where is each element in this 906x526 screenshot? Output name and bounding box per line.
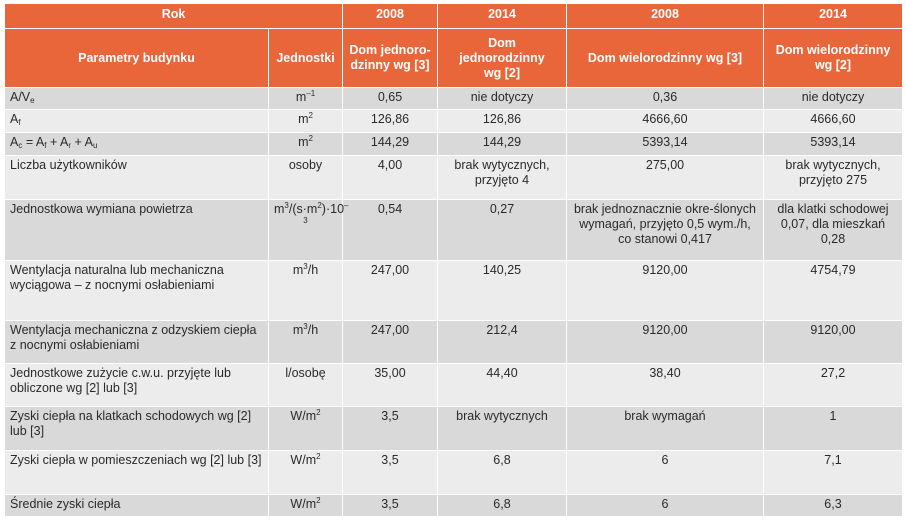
- value-cell-3: 6: [566, 494, 764, 517]
- value-cell-2: nie dotyczy: [437, 87, 567, 110]
- header-year-3: 2008: [566, 3, 764, 29]
- unit-cell: m–1: [268, 87, 343, 110]
- value-cell-3: 4666,60: [566, 109, 764, 133]
- value-cell-1: 126,86: [342, 109, 438, 133]
- parameter-cell: A/Ve: [4, 87, 269, 110]
- value-cell-1: 4,00: [342, 155, 438, 200]
- table-body: A/Ve m–1 0,65 nie dotyczy 0,36 nie dotyczy Af m…: [4, 87, 903, 517]
- parameter-cell: Jednostkowa wymiana powietrza: [4, 199, 269, 261]
- header-parameters: Parametry budynku: [4, 28, 269, 88]
- header-year-2: 2014: [437, 3, 567, 29]
- value-cell-1: 3,5: [342, 450, 438, 495]
- table-row: A/Ve m–1 0,65 nie dotyczy 0,36 nie dotyczy: [4, 87, 903, 110]
- header-col-1: Dom jednoro-dzinny wg [3]: [342, 28, 438, 88]
- parameter-cell: Af: [4, 109, 269, 133]
- unit-cell: m3/h: [268, 260, 343, 321]
- value-cell-4: nie dotyczy: [763, 87, 903, 110]
- table-row: Ac = Af + Ar + Au m2 144,29 144,29 5393,14 53…: [4, 132, 903, 156]
- value-cell-2: 126,86: [437, 109, 567, 133]
- table-row: Af m2 126,86 126,86 4666,60 4666,60: [4, 109, 903, 133]
- value-cell-2: 6,8: [437, 494, 567, 517]
- value-cell-1: 0,54: [342, 199, 438, 261]
- header-year-4: 2014: [763, 3, 903, 29]
- parameter-cell: Jednostkowe zużycie c.w.u. przyjęte lub …: [4, 363, 269, 407]
- unit-cell: m2: [268, 132, 343, 156]
- table-row: Zyski ciepła w pomieszczeniach wg [2] lu…: [4, 450, 903, 495]
- table-row: Wentylacja naturalna lub mechaniczna wyc…: [4, 260, 903, 321]
- value-cell-4: 1: [763, 406, 903, 451]
- parameter-cell: Zyski ciepła w pomieszczeniach wg [2] lu…: [4, 450, 269, 495]
- value-cell-1: 144,29: [342, 132, 438, 156]
- value-cell-1: 3,5: [342, 494, 438, 517]
- header-col-2: Dom jednorodzinny wg [2]: [437, 28, 567, 88]
- header-year-1: 2008: [342, 3, 438, 29]
- value-cell-4: 6,3: [763, 494, 903, 517]
- parameter-cell: Wentylacja naturalna lub mechaniczna wyc…: [4, 260, 269, 321]
- value-cell-2: 6,8: [437, 450, 567, 495]
- value-cell-3: 5393,14: [566, 132, 764, 156]
- unit-cell: W/m2: [268, 494, 343, 517]
- header-col-3: Dom wielorodzinny wg [3]: [566, 28, 764, 88]
- header-units: Jednostki: [268, 28, 343, 88]
- table-row: Liczba użytkowników osoby 4,00 brak wytyczn…: [4, 155, 903, 200]
- unit-cell: m3/(s·m2)·10–3: [268, 199, 348, 261]
- value-cell-3: brak wymagań: [566, 406, 764, 451]
- value-cell-3: 0,36: [566, 87, 764, 110]
- value-cell-3: 275,00: [566, 155, 764, 200]
- value-cell-1: 247,00: [342, 320, 438, 364]
- table-row: Jednostkowe zużycie c.w.u. przyjęte lub …: [4, 363, 903, 407]
- value-cell-1: 247,00: [342, 260, 438, 321]
- parameter-cell: Wentylacja mechaniczna z odzyskiem ciepł…: [4, 320, 269, 364]
- table-row: Jednostkowa wymiana powietrza m3/(s·m2)·1…: [4, 199, 903, 261]
- unit-cell: W/m2: [268, 450, 343, 495]
- unit-cell: m3/h: [268, 320, 343, 364]
- header-row-titles: Parametry budynku Jednostki Dom jednoro-…: [4, 28, 903, 88]
- header-col-4: Dom wielorodzinny wg [2]: [763, 28, 903, 88]
- table-row: Zyski ciepła na klatkach schodowych wg […: [4, 406, 903, 451]
- unit-cell: m2: [268, 109, 343, 133]
- value-cell-3: 9120,00: [566, 260, 764, 321]
- header-rok: Rok: [4, 3, 343, 29]
- value-cell-2: 0,27: [437, 199, 567, 261]
- value-cell-4: 4666,60: [763, 109, 903, 133]
- value-cell-4: dla klatki schodowej 0,07, dla mieszkań …: [763, 199, 903, 261]
- value-cell-4: brak wytycznych, przyjęto 275: [763, 155, 903, 200]
- parameter-cell: Średnie zyski ciepła: [4, 494, 269, 517]
- value-cell-2: 140,25: [437, 260, 567, 321]
- value-cell-3: 38,40: [566, 363, 764, 407]
- value-cell-3: 9120,00: [566, 320, 764, 364]
- value-cell-4: 7,1: [763, 450, 903, 495]
- unit-cell: W/m2: [268, 406, 343, 451]
- value-cell-2: 144,29: [437, 132, 567, 156]
- value-cell-2: brak wytycznych: [437, 406, 567, 451]
- value-cell-1: 3,5: [342, 406, 438, 451]
- parameter-cell: Liczba użytkowników: [4, 155, 269, 200]
- unit-cell: l/osobę: [268, 363, 343, 407]
- table-row: Średnie zyski ciepła W/m2 3,5 6,8 6 6,3: [4, 494, 903, 517]
- value-cell-2: brak wytycznych, przyjęto 4: [437, 155, 567, 200]
- table-row: Wentylacja mechaniczna z odzyskiem ciepł…: [4, 320, 903, 364]
- parameter-cell: Zyski ciepła na klatkach schodowych wg […: [4, 406, 269, 451]
- value-cell-4: 27,2: [763, 363, 903, 407]
- parameter-cell: Ac = Af + Ar + Au: [4, 132, 269, 156]
- unit-cell: osoby: [268, 155, 343, 200]
- value-cell-4: 4754,79: [763, 260, 903, 321]
- building-parameters-table: Rok 2008 2014 2008 2014 Parametry budynk…: [4, 3, 903, 517]
- value-cell-3: 6: [566, 450, 764, 495]
- value-cell-4: 5393,14: [763, 132, 903, 156]
- value-cell-3: brak jednoznacznie okre-ślonych wymagań,…: [566, 199, 764, 261]
- value-cell-4: 9120,00: [763, 320, 903, 364]
- value-cell-2: 44,40: [437, 363, 567, 407]
- value-cell-2: 212,4: [437, 320, 567, 364]
- value-cell-1: 35,00: [342, 363, 438, 407]
- value-cell-1: 0,65: [342, 87, 438, 110]
- header-row-year: Rok 2008 2014 2008 2014: [4, 3, 903, 29]
